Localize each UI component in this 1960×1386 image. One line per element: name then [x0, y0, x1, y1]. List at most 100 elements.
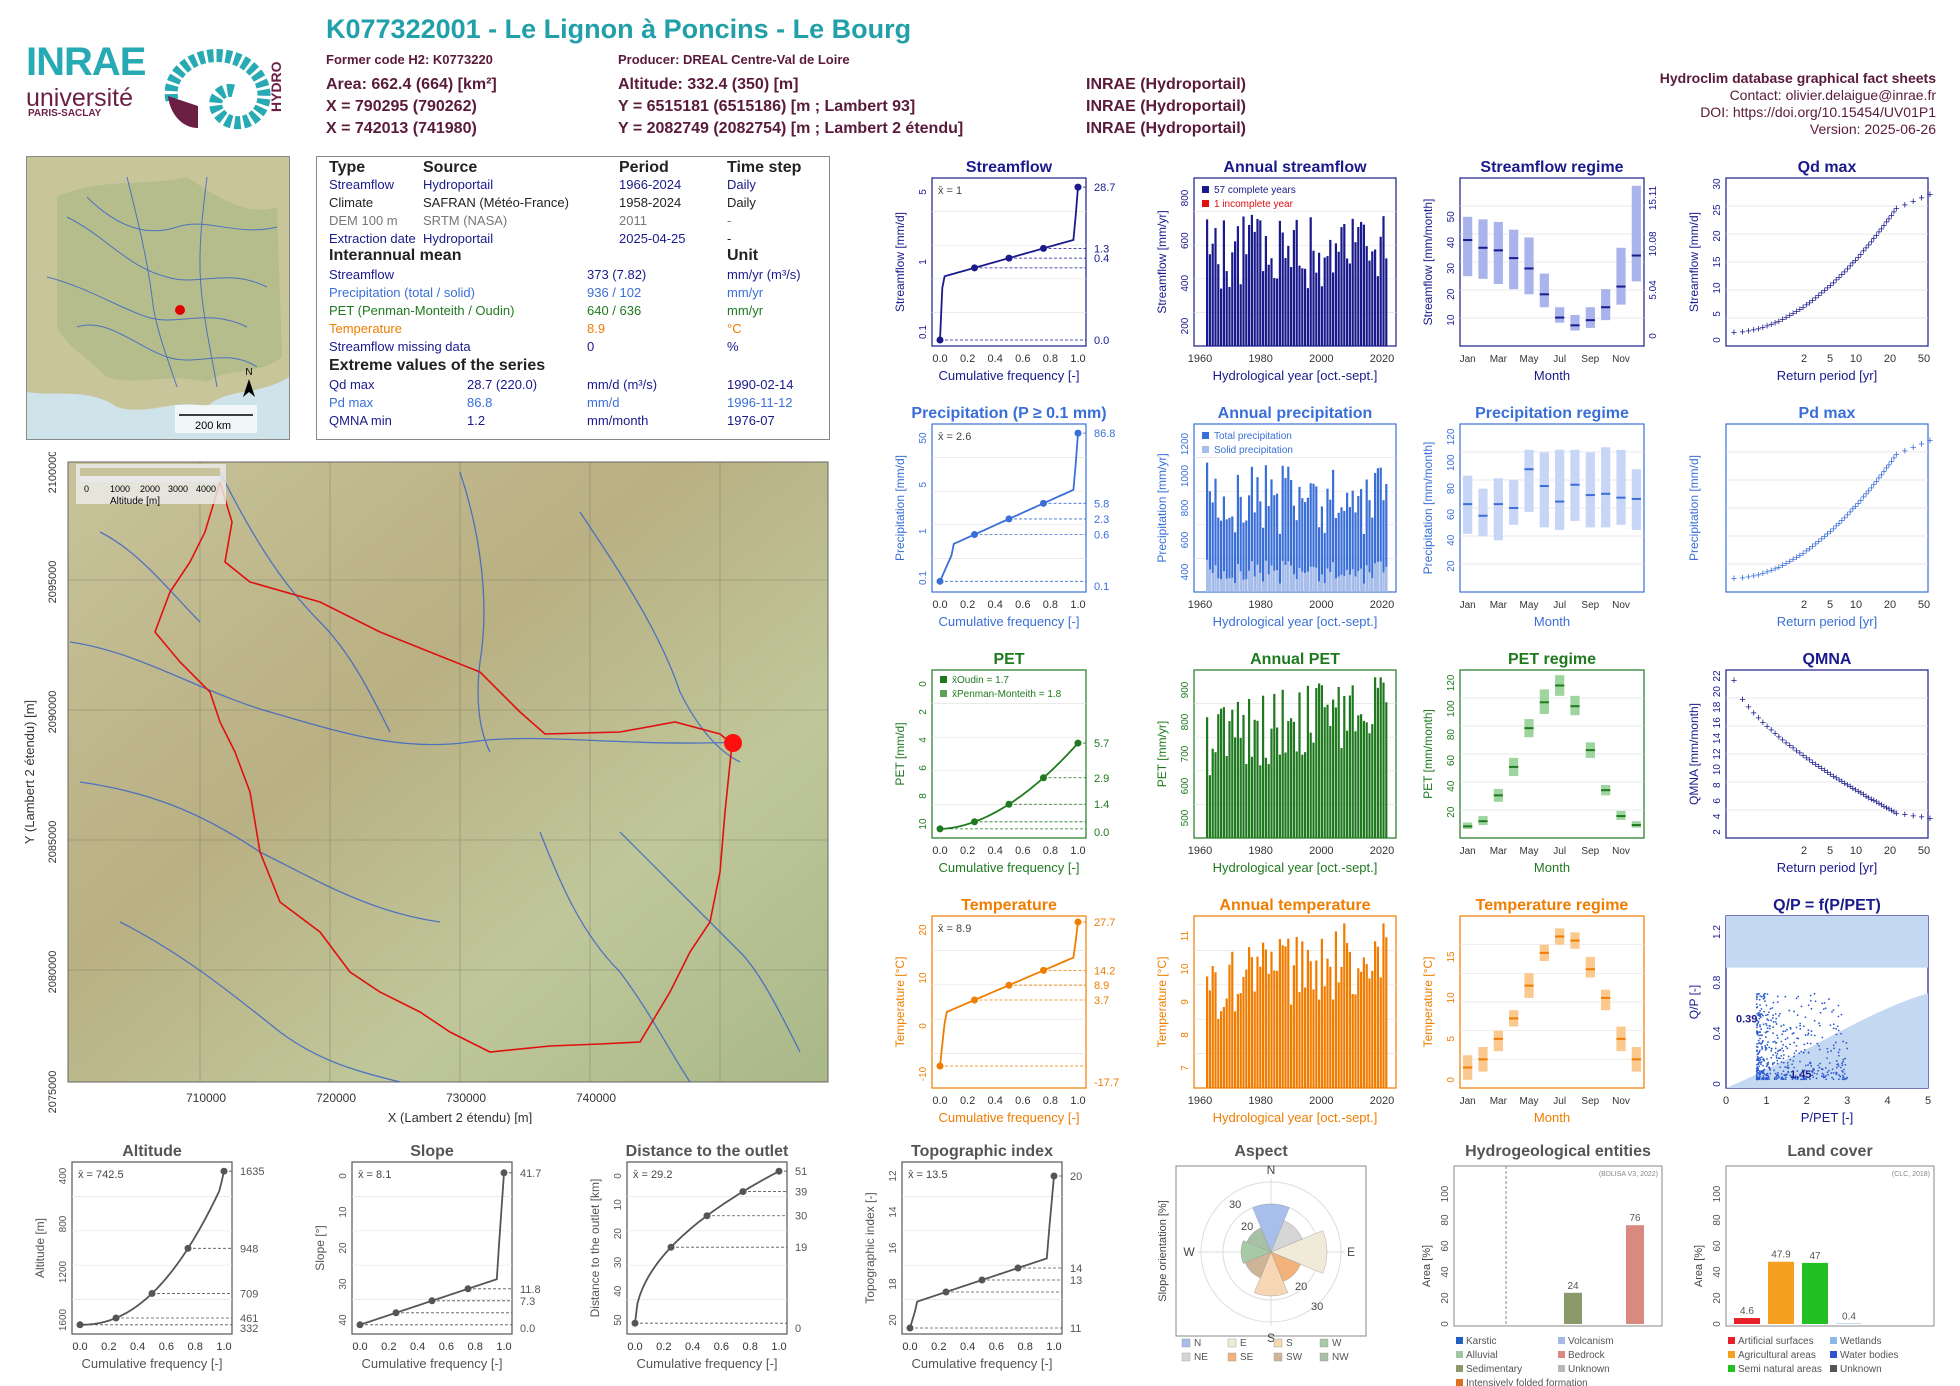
annual-bar	[1295, 219, 1298, 346]
x-lambert2: X = 742013 (741980)	[326, 120, 477, 137]
annual-bar	[1287, 938, 1290, 1088]
return-point: +	[1776, 731, 1782, 743]
legend-label: SE	[1240, 1352, 1254, 1363]
annual-bar	[1318, 683, 1321, 838]
annual-bar	[1357, 715, 1360, 838]
chart-title: Qd max	[1798, 159, 1857, 176]
qp-point	[1776, 1052, 1779, 1055]
qp-point	[1764, 1044, 1767, 1047]
chart-title: Hydrogeological entities	[1465, 1143, 1651, 1160]
return-point: +	[1821, 285, 1827, 297]
cell: Hydroportail	[423, 177, 494, 192]
y-tick-label: 800	[58, 1215, 69, 1232]
box-iqr	[1555, 449, 1565, 530]
legend-swatch	[1558, 1351, 1565, 1358]
qp-point	[1756, 1046, 1759, 1048]
qp-point	[1822, 1008, 1825, 1010]
x-tick-label: 20	[1884, 353, 1896, 365]
annual-bar	[1225, 271, 1228, 346]
y-tick-label: 5	[1446, 1036, 1457, 1042]
legend-swatch	[1202, 446, 1209, 453]
annual-bar	[1371, 724, 1374, 838]
annual-bar	[1365, 964, 1368, 1088]
solid-precip-bar	[1312, 566, 1315, 592]
solid-precip-bar	[1248, 570, 1251, 592]
solid-precip-bar	[1332, 562, 1335, 592]
y-tick-label: 400	[1180, 275, 1191, 292]
bar-value-label: 47	[1809, 1251, 1821, 1262]
return-point: +	[1783, 558, 1789, 570]
return-point: +	[1772, 728, 1778, 740]
cell: mm/yr	[727, 285, 764, 300]
quantile-point	[971, 996, 978, 1004]
y-tick-label: 20	[918, 924, 929, 936]
return-point: +	[1790, 743, 1796, 755]
qp-point	[1800, 1005, 1803, 1008]
qp-point	[1811, 1071, 1814, 1073]
return-point: +	[1873, 797, 1879, 809]
rose-sector	[1253, 1251, 1289, 1297]
qp-point	[1767, 1063, 1769, 1066]
chart-title: Precipitation regime	[1475, 405, 1629, 422]
x-tick-label: 1	[1763, 1095, 1769, 1107]
x-tick-label: Nov	[1612, 846, 1630, 857]
annual-bar	[1292, 721, 1295, 838]
plot-frame	[1725, 423, 1929, 593]
qp-point	[1765, 1047, 1768, 1049]
qp-point	[1778, 1076, 1781, 1079]
qp-point	[1762, 1014, 1764, 1017]
qp-point	[1804, 1064, 1807, 1067]
qp-point	[1816, 1073, 1819, 1075]
x-tick-label: Jan	[1460, 846, 1476, 857]
x-tick-label: 10	[1850, 845, 1862, 857]
annual-bar	[1242, 976, 1245, 1088]
return-point: +	[1886, 459, 1892, 471]
plot-frame	[1453, 1165, 1663, 1327]
y-tick-label: 0	[1440, 1321, 1451, 1327]
qp-point	[1757, 1014, 1760, 1017]
y-tick-label: 4	[1712, 813, 1723, 819]
x-tick-label: 1980	[1248, 1095, 1272, 1107]
y-tick-label: 0	[1446, 1077, 1457, 1083]
annual-bar	[1250, 214, 1253, 346]
qp-point	[1769, 1027, 1771, 1030]
qp-point	[1807, 1051, 1810, 1054]
annual-bar	[1262, 527, 1265, 592]
quantile-point	[112, 1314, 120, 1322]
qp-point	[1756, 1019, 1759, 1022]
solid-precip-bar	[1208, 569, 1211, 592]
return-point: +	[1739, 694, 1745, 706]
quantile-point	[978, 1276, 986, 1284]
y-axis-label: Temperature [°C]	[1155, 957, 1169, 1048]
x-axis-label: Cumulative frequency [-]	[912, 1356, 1053, 1371]
doi-link[interactable]: DOI: https://doi.org/10.15454/UV01P1	[1700, 104, 1936, 120]
chart-title: Annual PET	[1250, 651, 1340, 668]
plot-frame	[901, 1161, 1063, 1335]
x-tick-label: 0.4	[988, 845, 1003, 857]
svg-text:710000: 710000	[186, 1091, 226, 1105]
cell: Hydroportail	[423, 231, 494, 246]
solid-precip-bar	[1334, 578, 1337, 592]
y-tick-label: 1200	[1180, 432, 1191, 455]
qp-point	[1772, 1026, 1775, 1029]
qp-point	[1839, 1066, 1842, 1069]
y-tick-label: 0	[1712, 1081, 1723, 1087]
qp-point	[1803, 1075, 1806, 1078]
outlet-marker	[724, 734, 742, 752]
return-point: +	[1858, 495, 1864, 507]
qp-point	[1775, 1075, 1778, 1078]
cell: Climate	[329, 195, 374, 210]
qp-point	[1759, 1072, 1762, 1074]
annual-bar	[1264, 236, 1267, 346]
annual-bar	[1306, 497, 1309, 592]
return-point: +	[1886, 804, 1892, 816]
chart-title: Streamflow	[966, 159, 1053, 176]
x-tick-label: 2000	[1309, 353, 1333, 365]
x-axis-label: Month	[1534, 1110, 1570, 1125]
annual-bar	[1340, 507, 1343, 592]
qp-point	[1773, 1078, 1776, 1081]
annual-bar	[1284, 258, 1287, 346]
qp-point	[1828, 998, 1830, 1000]
qp-point	[1766, 1077, 1769, 1080]
qp-point	[1776, 1034, 1779, 1037]
